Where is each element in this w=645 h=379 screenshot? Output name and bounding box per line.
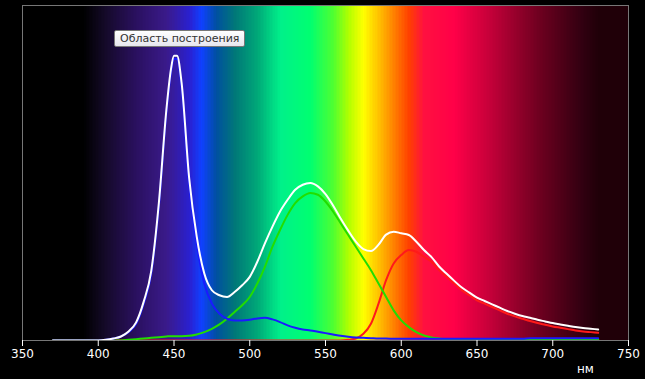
svg-text:750: 750 bbox=[617, 347, 640, 361]
svg-text:650: 650 bbox=[466, 347, 489, 361]
svg-text:500: 500 bbox=[238, 347, 261, 361]
svg-text:600: 600 bbox=[390, 347, 413, 361]
svg-text:700: 700 bbox=[541, 347, 564, 361]
svg-text:400: 400 bbox=[87, 347, 110, 361]
svg-text:350: 350 bbox=[11, 347, 34, 361]
svg-text:450: 450 bbox=[163, 347, 186, 361]
html-text:Область построения: Область построения bbox=[120, 32, 240, 45]
html-text:нм: нм bbox=[577, 362, 594, 376]
svg-text:550: 550 bbox=[314, 347, 337, 361]
